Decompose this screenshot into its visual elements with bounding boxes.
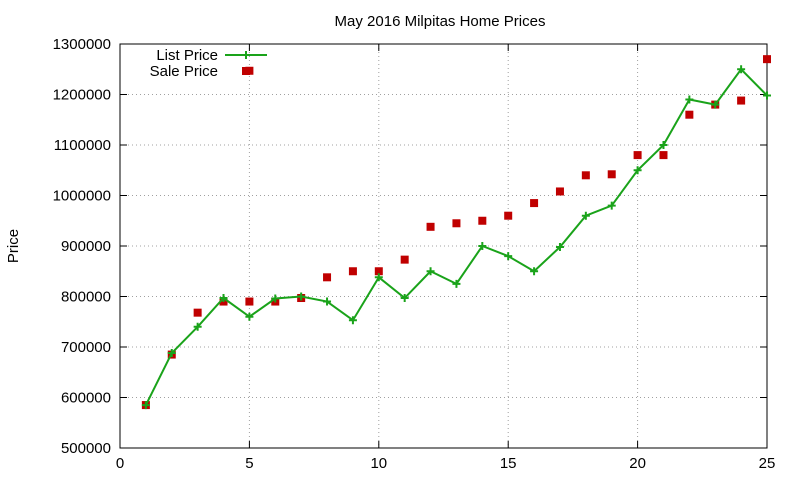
sale-price-point: [504, 211, 513, 220]
list-price-point: [659, 141, 668, 149]
sale-price-point: [245, 297, 254, 306]
sale-price-point: [763, 55, 771, 64]
grid-lines: [120, 44, 767, 448]
list-price-line: [144, 67, 768, 406]
sale-price-point: [426, 222, 435, 231]
sale-price-point: [737, 96, 746, 105]
list-price-point: [245, 312, 254, 321]
sale-price-point: [581, 171, 590, 180]
list-price-point: [685, 95, 694, 104]
y-tick-label: 1300000: [53, 36, 111, 53]
sale-price-point: [530, 199, 539, 208]
list-price-point: [219, 294, 228, 303]
legend-plus-marker: [242, 51, 250, 59]
x-tick-label: 25: [759, 455, 776, 472]
series-list-price: [141, 65, 771, 410]
sale-price-point: [452, 219, 461, 228]
list-price-point: [581, 211, 590, 220]
x-tick-label: 5: [245, 455, 253, 472]
sale-price-point: [323, 273, 332, 282]
legend-label-list-price: List Price: [156, 47, 218, 64]
sale-price-point: [659, 151, 668, 160]
sale-price-point: [555, 187, 564, 196]
legend: List Price Sale Price: [150, 47, 267, 80]
plot-border: [119, 43, 768, 449]
x-tick-label: 20: [629, 455, 646, 472]
list-price-point: [348, 316, 357, 325]
sale-price-point: [348, 267, 357, 276]
x-tick-label: 10: [370, 455, 387, 472]
list-price-point: [711, 100, 720, 109]
sale-price-point: [374, 267, 383, 276]
legend-marker-sale-price: [242, 67, 250, 75]
series-layer: [141, 55, 771, 410]
list-price-point: [633, 166, 642, 175]
chart-title: May 2016 Milpitas Home Prices: [335, 13, 546, 30]
list-price-point: [555, 243, 564, 252]
sale-price-point: [400, 255, 409, 264]
legend-label-sale-price: Sale Price: [150, 63, 218, 80]
list-price-point: [452, 279, 461, 288]
legend-marker-list-price: [242, 51, 250, 59]
sale-price-point: [633, 151, 642, 160]
list-price-point: [737, 65, 746, 74]
y-tick-label: 1000000: [53, 188, 111, 205]
list-price-point: [167, 349, 176, 358]
list-price-point: [297, 292, 306, 301]
y-axis-label: Price: [5, 229, 22, 263]
list-price-point: [504, 252, 513, 261]
axis-ticks: [119, 43, 768, 449]
x-tick-label: 15: [500, 455, 517, 472]
list-price-point: [374, 273, 383, 282]
list-price-point: [400, 294, 409, 303]
y-tick-label: 900000: [61, 238, 111, 255]
list-price-point: [530, 267, 539, 276]
sale-price-point: [607, 170, 616, 179]
list-price-point: [607, 201, 616, 210]
y-tick-label: 800000: [61, 289, 111, 306]
y-tick-label: 700000: [61, 339, 111, 356]
y-axis-tick-labels: 500000 600000 700000 800000 900000 1000000 110…: [53, 36, 111, 457]
list-price-point: [478, 242, 487, 250]
y-tick-label: 1200000: [53, 87, 111, 104]
y-tick-label: 1100000: [54, 137, 111, 154]
x-axis-tick-labels: 0 5 10 15 20 25: [116, 455, 776, 472]
x-tick-label: 0: [116, 455, 124, 472]
list-price-point: [193, 322, 202, 331]
list-price-point: [763, 91, 771, 100]
y-tick-label: 600000: [61, 390, 111, 407]
list-price-point: [426, 267, 435, 276]
list-price-point: [271, 294, 280, 303]
list-price-point: [141, 401, 150, 410]
sale-price-point: [478, 216, 487, 225]
y-tick-label: 500000: [61, 440, 111, 457]
list-price-point: [323, 297, 332, 306]
sale-price-point: [685, 110, 694, 119]
series-sale-price: [141, 55, 771, 410]
sale-price-point: [193, 308, 202, 317]
